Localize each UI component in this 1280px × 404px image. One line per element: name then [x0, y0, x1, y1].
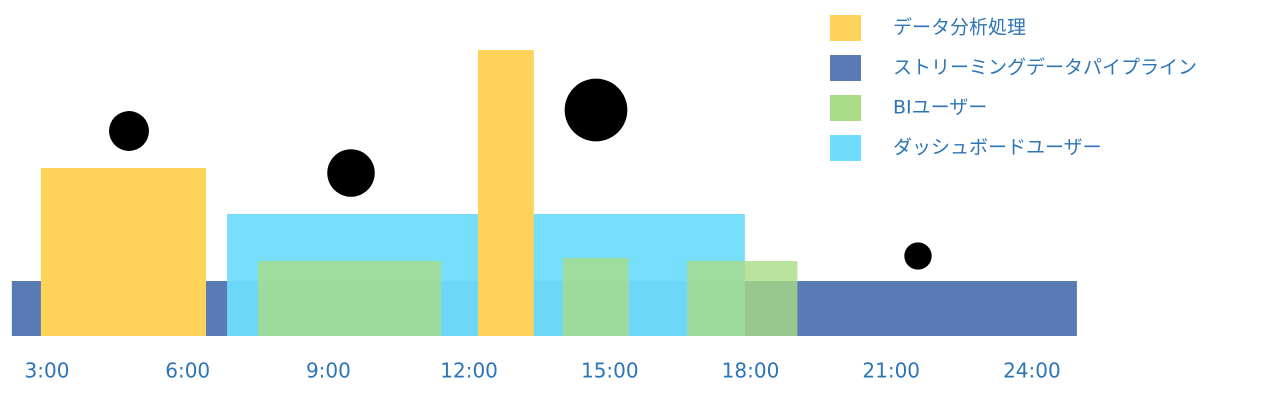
x-tick-label: 21:00 — [862, 359, 920, 383]
gear-icon — [564, 78, 628, 142]
legend-label: ストリーミングデータパイプライン — [893, 57, 1197, 79]
x-axis: 3:00 6:00 9:00 12:00 15:00 18:00 21:00 24:00 — [25, 359, 1061, 383]
legend-label: BIユーザー — [893, 97, 987, 119]
x-tick-label: 6:00 — [165, 359, 210, 383]
legend-swatch — [830, 135, 861, 161]
bar — [258, 261, 441, 336]
gear-icon — [327, 149, 375, 197]
legend-swatch — [830, 55, 861, 81]
x-tick-label: 15:00 — [581, 359, 639, 383]
gear-icon — [109, 111, 149, 151]
bar — [40, 168, 206, 336]
bar — [562, 258, 629, 336]
x-tick-label: 18:00 — [722, 359, 780, 383]
bar — [478, 50, 534, 336]
plot-area — [11, 50, 1077, 336]
gear-icon — [904, 242, 932, 270]
legend-swatch — [830, 15, 861, 41]
legend-label: データ分析処理 — [893, 17, 1026, 39]
x-tick-label: 9:00 — [306, 359, 351, 383]
x-tick-label: 3:00 — [25, 359, 70, 383]
x-tick-label: 24:00 — [1003, 359, 1061, 383]
legend-swatch — [830, 95, 861, 121]
x-tick-label: 12:00 — [440, 359, 498, 383]
legend-label: ダッシュボードユーザー — [893, 137, 1102, 159]
bar — [687, 261, 798, 336]
